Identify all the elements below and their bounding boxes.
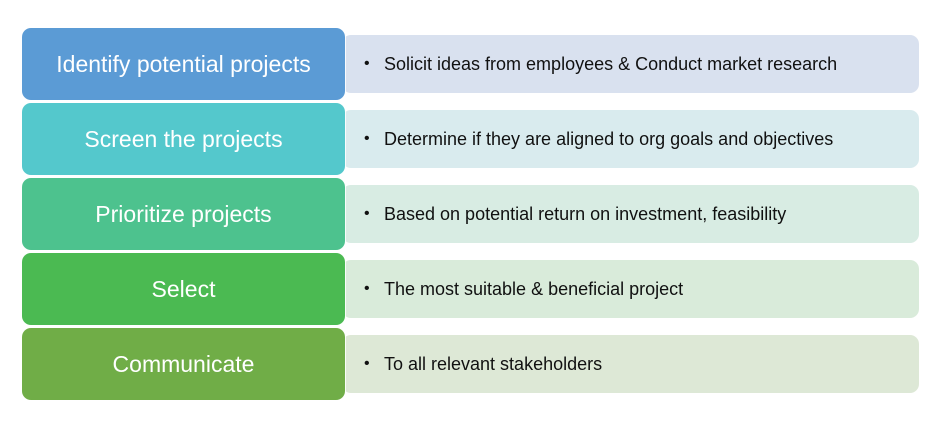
- detail-text-select: The most suitable & beneficial project: [384, 278, 684, 299]
- process-row-select: • The most suitable & beneficial project…: [0, 253, 939, 325]
- step-label-communicate: Communicate: [112, 350, 255, 377]
- bullet-icon: •: [364, 130, 370, 147]
- detail-box-communicate: • To all relevant stakeholders: [342, 335, 919, 393]
- step-box-screen: Screen the projects: [22, 103, 345, 175]
- detail-text-screen: Determine if they are aligned to org goa…: [384, 128, 834, 149]
- process-row-prioritize: • Based on potential return on investmen…: [0, 178, 939, 250]
- detail-text-identify: Solicit ideas from employees & Conduct m…: [384, 53, 838, 74]
- step-box-prioritize: Prioritize projects: [22, 178, 345, 250]
- process-row-communicate: • To all relevant stakeholders Communica…: [0, 328, 939, 400]
- step-label-identify: Identify potential projects: [56, 50, 311, 77]
- step-box-select: Select: [22, 253, 345, 325]
- step-label-prioritize: Prioritize projects: [95, 200, 272, 227]
- step-label-select: Select: [151, 275, 216, 302]
- detail-box-identify: • Solicit ideas from employees & Conduct…: [342, 35, 919, 93]
- detail-box-screen: • Determine if they are aligned to org g…: [342, 110, 919, 168]
- bullet-icon: •: [364, 355, 370, 372]
- detail-text-communicate: To all relevant stakeholders: [384, 353, 603, 374]
- step-label-screen: Screen the projects: [84, 125, 283, 152]
- step-box-communicate: Communicate: [22, 328, 345, 400]
- step-box-identify: Identify potential projects: [22, 28, 345, 100]
- detail-box-select: • The most suitable & beneficial project: [342, 260, 919, 318]
- bullet-icon: •: [364, 205, 370, 222]
- detail-box-prioritize: • Based on potential return on investmen…: [342, 185, 919, 243]
- process-row-identify: • Solicit ideas from employees & Conduct…: [0, 28, 939, 100]
- bullet-icon: •: [364, 55, 370, 72]
- bullet-icon: •: [364, 280, 370, 297]
- process-row-screen: • Determine if they are aligned to org g…: [0, 103, 939, 175]
- detail-text-prioritize: Based on potential return on investment,…: [384, 203, 787, 224]
